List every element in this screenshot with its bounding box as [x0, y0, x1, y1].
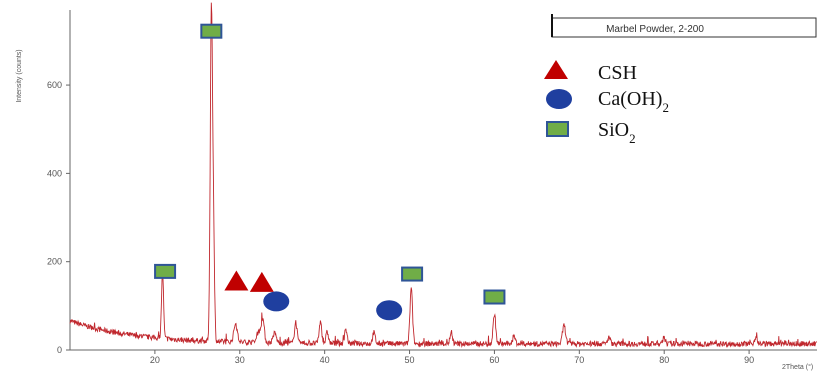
legend-sio2-label: SiO2 [598, 119, 636, 146]
caoh2-marker [376, 300, 403, 321]
x-tick-label: 70 [574, 355, 584, 365]
y-tick-label: 400 [47, 168, 62, 178]
y-tick-label: 600 [47, 80, 62, 90]
phase-markers [154, 23, 506, 321]
x-axis-title: 2Theta (°) [782, 363, 813, 371]
caoh2-marker [263, 291, 290, 312]
legend-caoh2-label: Ca(OH)2 [598, 88, 669, 115]
csh-marker [249, 271, 274, 292]
sio2-marker [483, 289, 506, 305]
x-tick-label: 20 [150, 355, 160, 365]
x-tick-label: 30 [235, 355, 245, 365]
chart-title-box: Marbel Powder, 2-200 [551, 14, 817, 38]
legend: CSH Ca(OH)2 SiO2 [544, 60, 669, 146]
x-tick-label: 90 [744, 355, 754, 365]
csh-marker [224, 270, 249, 291]
legend-csh-marker [544, 60, 568, 79]
chart-title: Marbel Powder, 2-200 [606, 24, 704, 35]
x-tick-label: 50 [405, 355, 415, 365]
legend-caoh2-marker [546, 89, 572, 109]
axes [69, 10, 817, 351]
sio2-marker [154, 263, 177, 279]
legend-csh-label: CSH [598, 62, 637, 84]
legend-sio2-marker [546, 121, 569, 137]
xrd-trace-line [69, 2, 818, 348]
tick-labels: 20 30 40 50 60 70 80 90 0 200 400 600 [47, 80, 754, 365]
sio2-marker [401, 266, 424, 282]
x-tick-label: 40 [320, 355, 330, 365]
x-tick-label: 60 [489, 355, 499, 365]
sio2-marker [200, 23, 223, 39]
y-tick-label: 0 [57, 345, 62, 355]
y-tick-label: 200 [47, 257, 62, 267]
x-tick-label: 80 [659, 355, 669, 365]
y-axis-title: Intensity (counts) [16, 49, 23, 102]
